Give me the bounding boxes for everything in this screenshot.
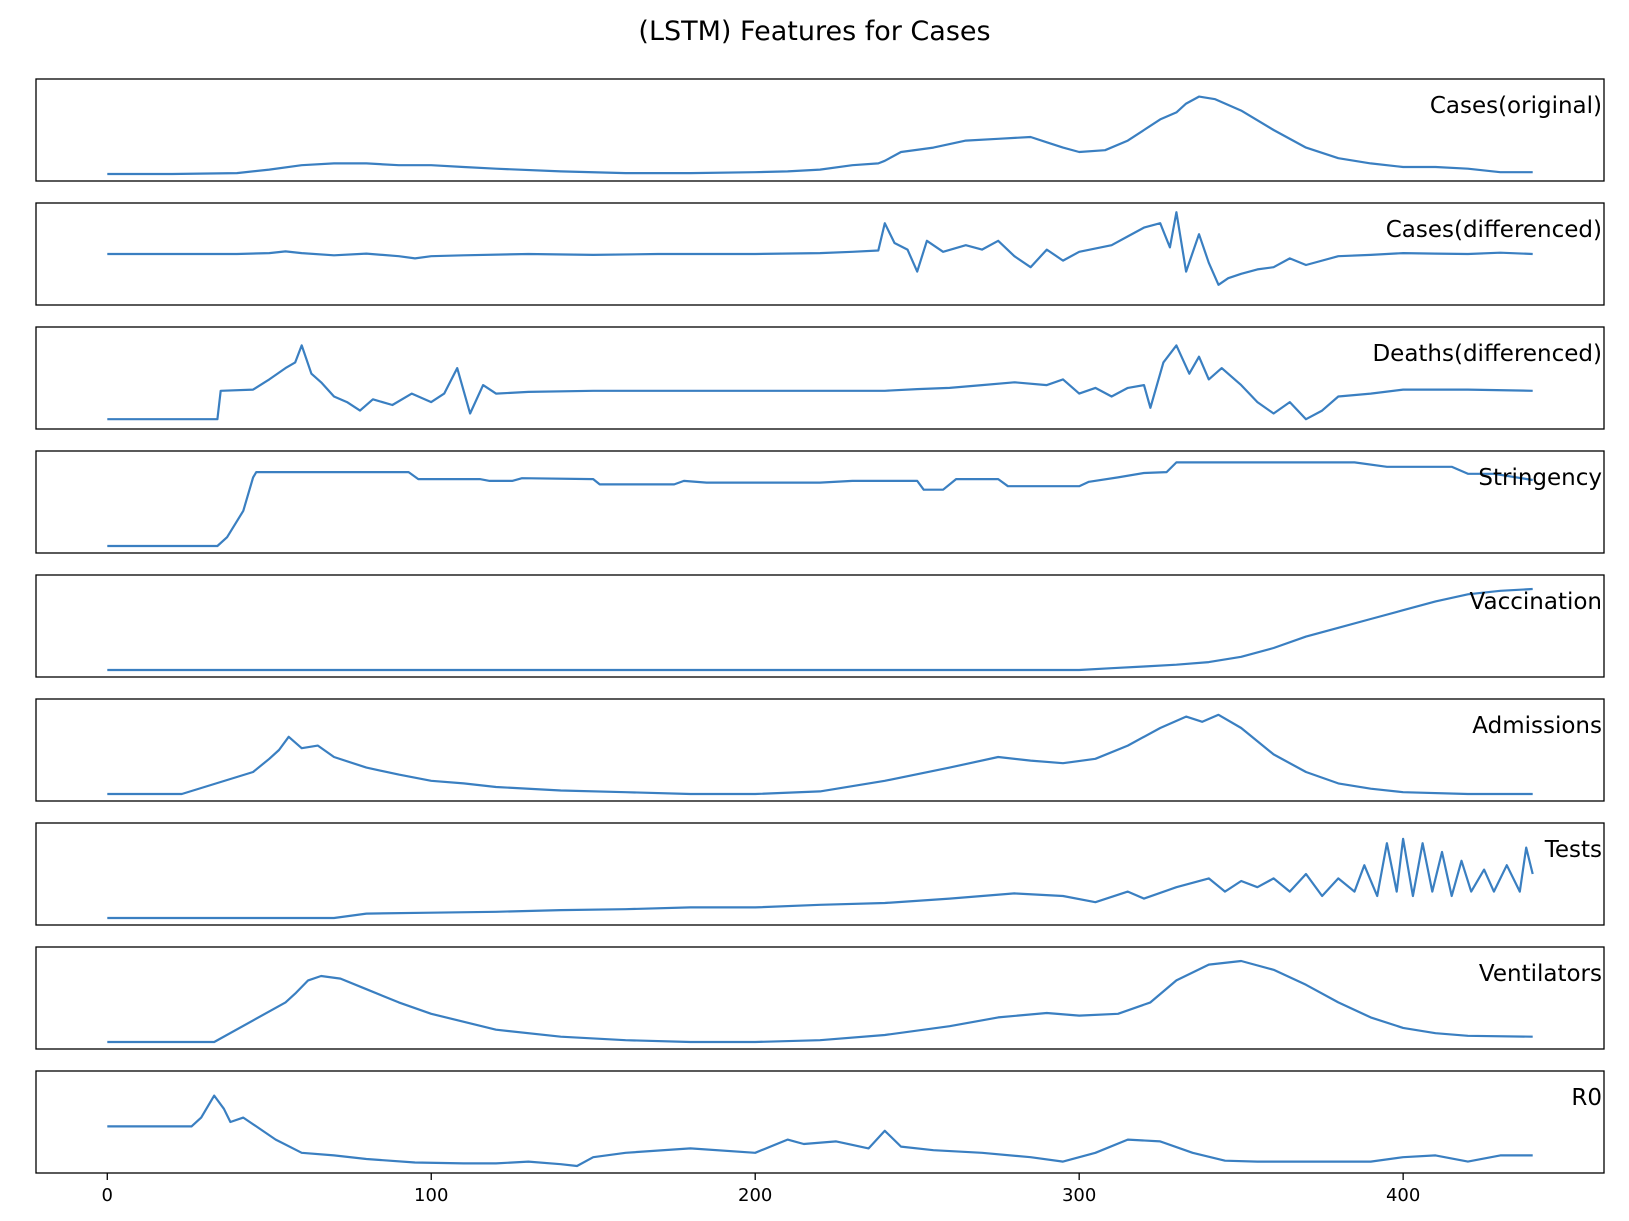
panel-label: Stringency	[1478, 465, 1602, 491]
chart-title: (LSTM) Features for Cases	[638, 16, 991, 47]
panel-cases-original: Cases(original)	[35, 78, 1605, 182]
x-tick-label: 100	[414, 1185, 448, 1206]
series-line-cases-differenced	[107, 211, 1533, 286]
panel-frame	[35, 698, 1605, 802]
panel-stringency: Stringency	[35, 450, 1605, 554]
series-line-admissions	[107, 713, 1533, 796]
panel-label: Tests	[1544, 837, 1602, 863]
series-line-ventilators	[107, 959, 1533, 1044]
panel-ventilators: Ventilators	[35, 946, 1605, 1050]
panel-frame	[35, 946, 1605, 1050]
panel-label: Cases(differenced)	[1386, 217, 1602, 243]
x-tick-label: 400	[1386, 1185, 1420, 1206]
panel-label: R0	[1571, 1085, 1602, 1111]
panel-label: Ventilators	[1479, 961, 1602, 987]
series-line-deaths-differenced	[107, 344, 1533, 421]
panel-frame	[35, 1070, 1605, 1174]
series-line-r0	[107, 1094, 1533, 1168]
panel-frame	[35, 574, 1605, 678]
panel-frame	[35, 326, 1605, 430]
panel-label: Admissions	[1472, 713, 1602, 739]
panel-label: Cases(original)	[1430, 93, 1602, 119]
x-tick-label: 200	[738, 1185, 772, 1206]
panel-frame	[35, 822, 1605, 926]
series-line-stringency	[107, 461, 1533, 548]
panel-vaccination: Vaccination	[35, 574, 1605, 678]
x-tick-label: 0	[102, 1185, 113, 1206]
panel-cases-differenced: Cases(differenced)	[35, 202, 1605, 306]
x-tick-label: 300	[1062, 1185, 1096, 1206]
panel-tests: Tests	[35, 822, 1605, 926]
series-line-vaccination	[107, 587, 1533, 672]
panel-frame	[35, 450, 1605, 554]
series-line-cases-original	[107, 95, 1533, 176]
panel-frame	[35, 202, 1605, 306]
panel-r0: R0	[35, 1070, 1605, 1174]
panel-label: Deaths(differenced)	[1372, 341, 1602, 367]
panel-deaths-differenced: Deaths(differenced)	[35, 326, 1605, 430]
panel-frame	[35, 78, 1605, 182]
panel-admissions: Admissions	[35, 698, 1605, 802]
panel-label: Vaccination	[1470, 589, 1602, 615]
x-axis: 0 100 200 300 400	[102, 1173, 1420, 1206]
series-line-tests	[107, 837, 1534, 920]
panels: Cases(original) Cases(differenced) Deaths(…	[35, 78, 1605, 1174]
